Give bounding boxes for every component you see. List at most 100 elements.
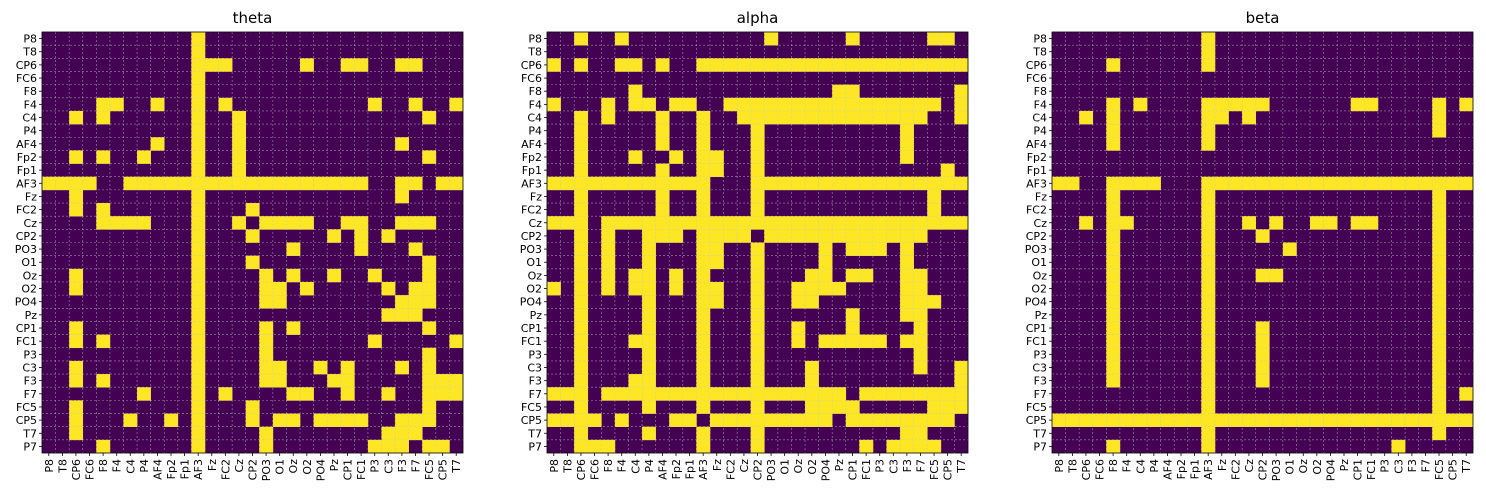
heatmap-cell bbox=[1214, 110, 1229, 125]
x-tick-label: PO3 bbox=[1270, 459, 1283, 481]
heatmap-cell bbox=[614, 387, 629, 401]
heatmap-cell bbox=[642, 426, 656, 441]
heatmap-cell bbox=[805, 413, 819, 427]
heatmap-cell bbox=[381, 281, 396, 296]
heatmap-cell bbox=[913, 360, 928, 375]
x-tick-label: PO4 bbox=[819, 459, 832, 481]
heatmap-cell bbox=[422, 216, 437, 230]
x-tick-label: CP5 bbox=[437, 459, 450, 480]
heatmap-cell bbox=[381, 308, 396, 322]
heatmap-cell bbox=[574, 189, 589, 204]
y-tick-label: FC2 bbox=[16, 204, 37, 217]
heatmap-cell bbox=[913, 281, 928, 296]
heatmap-cell bbox=[1133, 413, 1148, 427]
heatmap-cell bbox=[777, 413, 792, 427]
y-tick-label: C3 bbox=[1032, 361, 1047, 374]
x-tick-label: F4 bbox=[1121, 459, 1134, 472]
y-tick-label: CP1 bbox=[1026, 322, 1047, 335]
heatmap-cell bbox=[805, 229, 819, 243]
heatmap-cell bbox=[395, 189, 409, 204]
heatmap-cell bbox=[191, 400, 206, 414]
y-tick-label: Fp2 bbox=[522, 151, 542, 164]
heatmap-cell bbox=[628, 150, 643, 164]
heatmap-cell bbox=[1323, 216, 1338, 230]
heatmap-cell bbox=[1377, 413, 1392, 427]
x-tick-label: P4 bbox=[643, 459, 656, 473]
heatmap-cell bbox=[395, 137, 409, 151]
heatmap-cell bbox=[1255, 321, 1270, 335]
heatmap-cell bbox=[96, 374, 111, 388]
x-tick-label: Pz bbox=[1338, 459, 1351, 472]
heatmap-cell bbox=[408, 97, 423, 112]
heatmap-cell bbox=[1432, 216, 1447, 230]
y-tick-label: P4 bbox=[528, 125, 542, 138]
heatmap-cell bbox=[1106, 308, 1121, 322]
heatmap-cell bbox=[395, 439, 409, 454]
heatmap-cell bbox=[764, 58, 779, 72]
heatmap-cell bbox=[927, 176, 942, 191]
heatmap-cell bbox=[886, 413, 901, 427]
heatmap-cell bbox=[191, 321, 206, 335]
heatmap-cell bbox=[791, 295, 806, 309]
heatmap-cell bbox=[1201, 176, 1216, 191]
heatmap-cell bbox=[191, 203, 206, 217]
heatmap-cell bbox=[574, 400, 589, 414]
y-tick-label: Pz bbox=[1035, 309, 1048, 322]
heatmap-cell bbox=[750, 216, 765, 230]
heatmap-cell bbox=[191, 176, 206, 191]
heatmap-cell bbox=[750, 97, 765, 112]
heatmap-cell bbox=[1405, 413, 1419, 427]
heatmap-cell bbox=[601, 439, 616, 454]
x-tick-label: F3 bbox=[396, 459, 409, 472]
heatmap-cell bbox=[832, 84, 847, 99]
heatmap-cell bbox=[69, 426, 84, 441]
heatmap-cell bbox=[354, 242, 369, 256]
heatmap-cell bbox=[1187, 413, 1202, 427]
heatmap-cell bbox=[628, 97, 643, 112]
heatmap-cell bbox=[750, 58, 765, 72]
heatmap-cell bbox=[1432, 387, 1447, 401]
x-tick-label: Fp1 bbox=[179, 459, 192, 479]
y-tick-label: P4 bbox=[23, 125, 37, 138]
heatmap-cell bbox=[750, 268, 765, 283]
heatmap-cell bbox=[422, 150, 437, 164]
y-tick-label: F3 bbox=[24, 375, 37, 388]
heatmap-cell bbox=[1432, 413, 1447, 427]
y-tick-label: AF3 bbox=[1026, 177, 1047, 190]
heatmap-cell bbox=[1337, 176, 1352, 191]
heatmap-cell bbox=[1255, 374, 1270, 388]
heatmap-cell bbox=[259, 347, 274, 362]
panel-title: alpha bbox=[737, 9, 779, 27]
heatmap-cell bbox=[82, 176, 97, 191]
x-tick-label: O2 bbox=[806, 459, 819, 475]
heatmap-cell bbox=[547, 58, 561, 72]
x-tick-label: P8 bbox=[43, 459, 56, 473]
x-tick-label: FC6 bbox=[84, 459, 97, 480]
heatmap-cell bbox=[574, 255, 589, 270]
heatmap-cell bbox=[750, 163, 765, 178]
heatmap-cell bbox=[232, 163, 247, 178]
heatmap-cell bbox=[1106, 124, 1121, 138]
x-tick-label: F4 bbox=[616, 459, 629, 472]
x-tick-label: FC1 bbox=[1365, 459, 1378, 480]
x-tick-label: T8 bbox=[56, 459, 69, 474]
heatmap-cell bbox=[327, 176, 342, 191]
heatmap-cell bbox=[954, 360, 969, 375]
heatmap-cell bbox=[791, 413, 806, 427]
heatmap-cell bbox=[191, 84, 206, 99]
heatmap-cell bbox=[642, 295, 656, 309]
y-tick-label: FC6 bbox=[16, 72, 37, 85]
y-tick-label: F4 bbox=[1034, 98, 1047, 111]
heatmap-cell bbox=[614, 216, 629, 230]
heatmap-cell bbox=[872, 110, 887, 125]
heatmap-cell bbox=[696, 255, 711, 270]
heatmap-cell bbox=[913, 97, 928, 112]
heatmap-cell bbox=[395, 360, 409, 375]
heatmap-cell bbox=[1391, 439, 1406, 454]
heatmap-cell bbox=[709, 163, 724, 178]
heatmap-cell bbox=[367, 334, 382, 349]
heatmap-cell bbox=[696, 242, 711, 256]
y-tick-label: AF3 bbox=[521, 177, 542, 190]
heatmap-cell bbox=[272, 176, 287, 191]
heatmap-cell bbox=[422, 439, 437, 454]
